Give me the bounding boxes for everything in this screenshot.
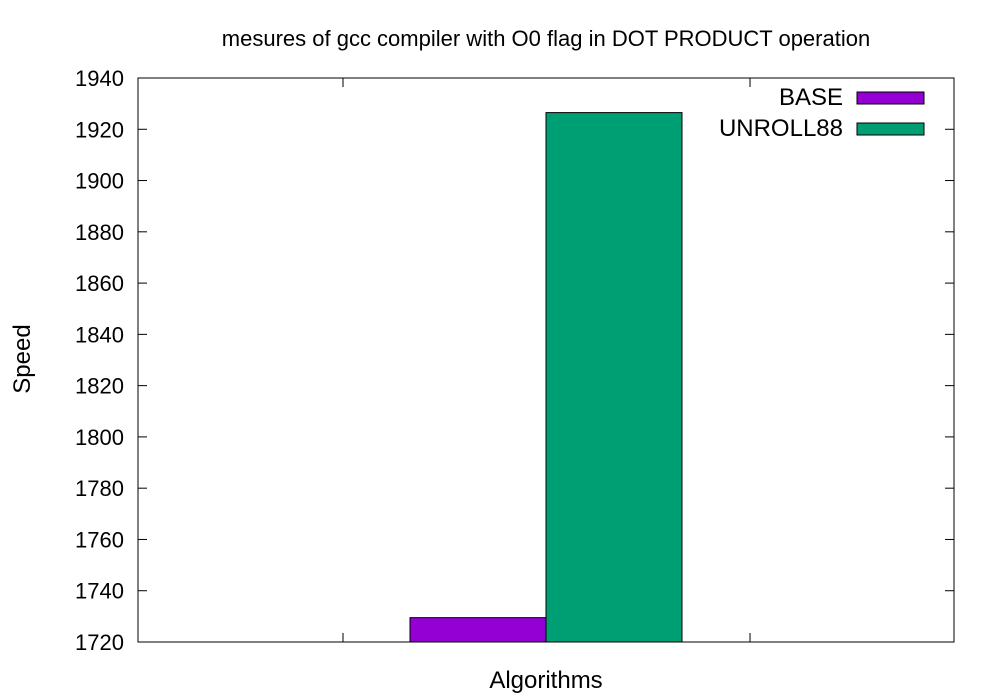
bar-unroll88	[545, 112, 683, 643]
y-tick-label: 1720	[75, 630, 124, 655]
y-tick-label: 1740	[75, 579, 124, 604]
legend-label-unroll88: UNROLL88	[719, 115, 843, 142]
plot-frame	[137, 77, 955, 643]
y-axis-label: Speed	[9, 324, 36, 393]
y-tick-label: 1820	[75, 374, 124, 399]
y-tick-label: 1900	[75, 169, 124, 194]
y-tick-label: 1800	[75, 425, 124, 450]
x-axis-label: Algorithms	[489, 667, 602, 694]
plot-area: 1720 1740 1760 1780 1800 1820 1840 1860 1880 1900…	[75, 66, 955, 655]
y-tick-label: 1840	[75, 322, 124, 347]
y-tick-label: 1760	[75, 527, 124, 552]
y-tick-label: 1920	[75, 117, 124, 142]
y-tick-label: 1940	[75, 66, 124, 91]
chart-title: mesures of gcc compiler with O0 flag in …	[222, 26, 870, 51]
bar-base	[409, 617, 547, 643]
legend-label-base: BASE	[779, 84, 843, 111]
y-tick-label: 1880	[75, 220, 124, 245]
y-tick-label: 1780	[75, 476, 124, 501]
y-tick-label: 1860	[75, 271, 124, 296]
legend-swatch-base	[856, 91, 925, 105]
legend-swatch-unroll88	[856, 122, 925, 136]
